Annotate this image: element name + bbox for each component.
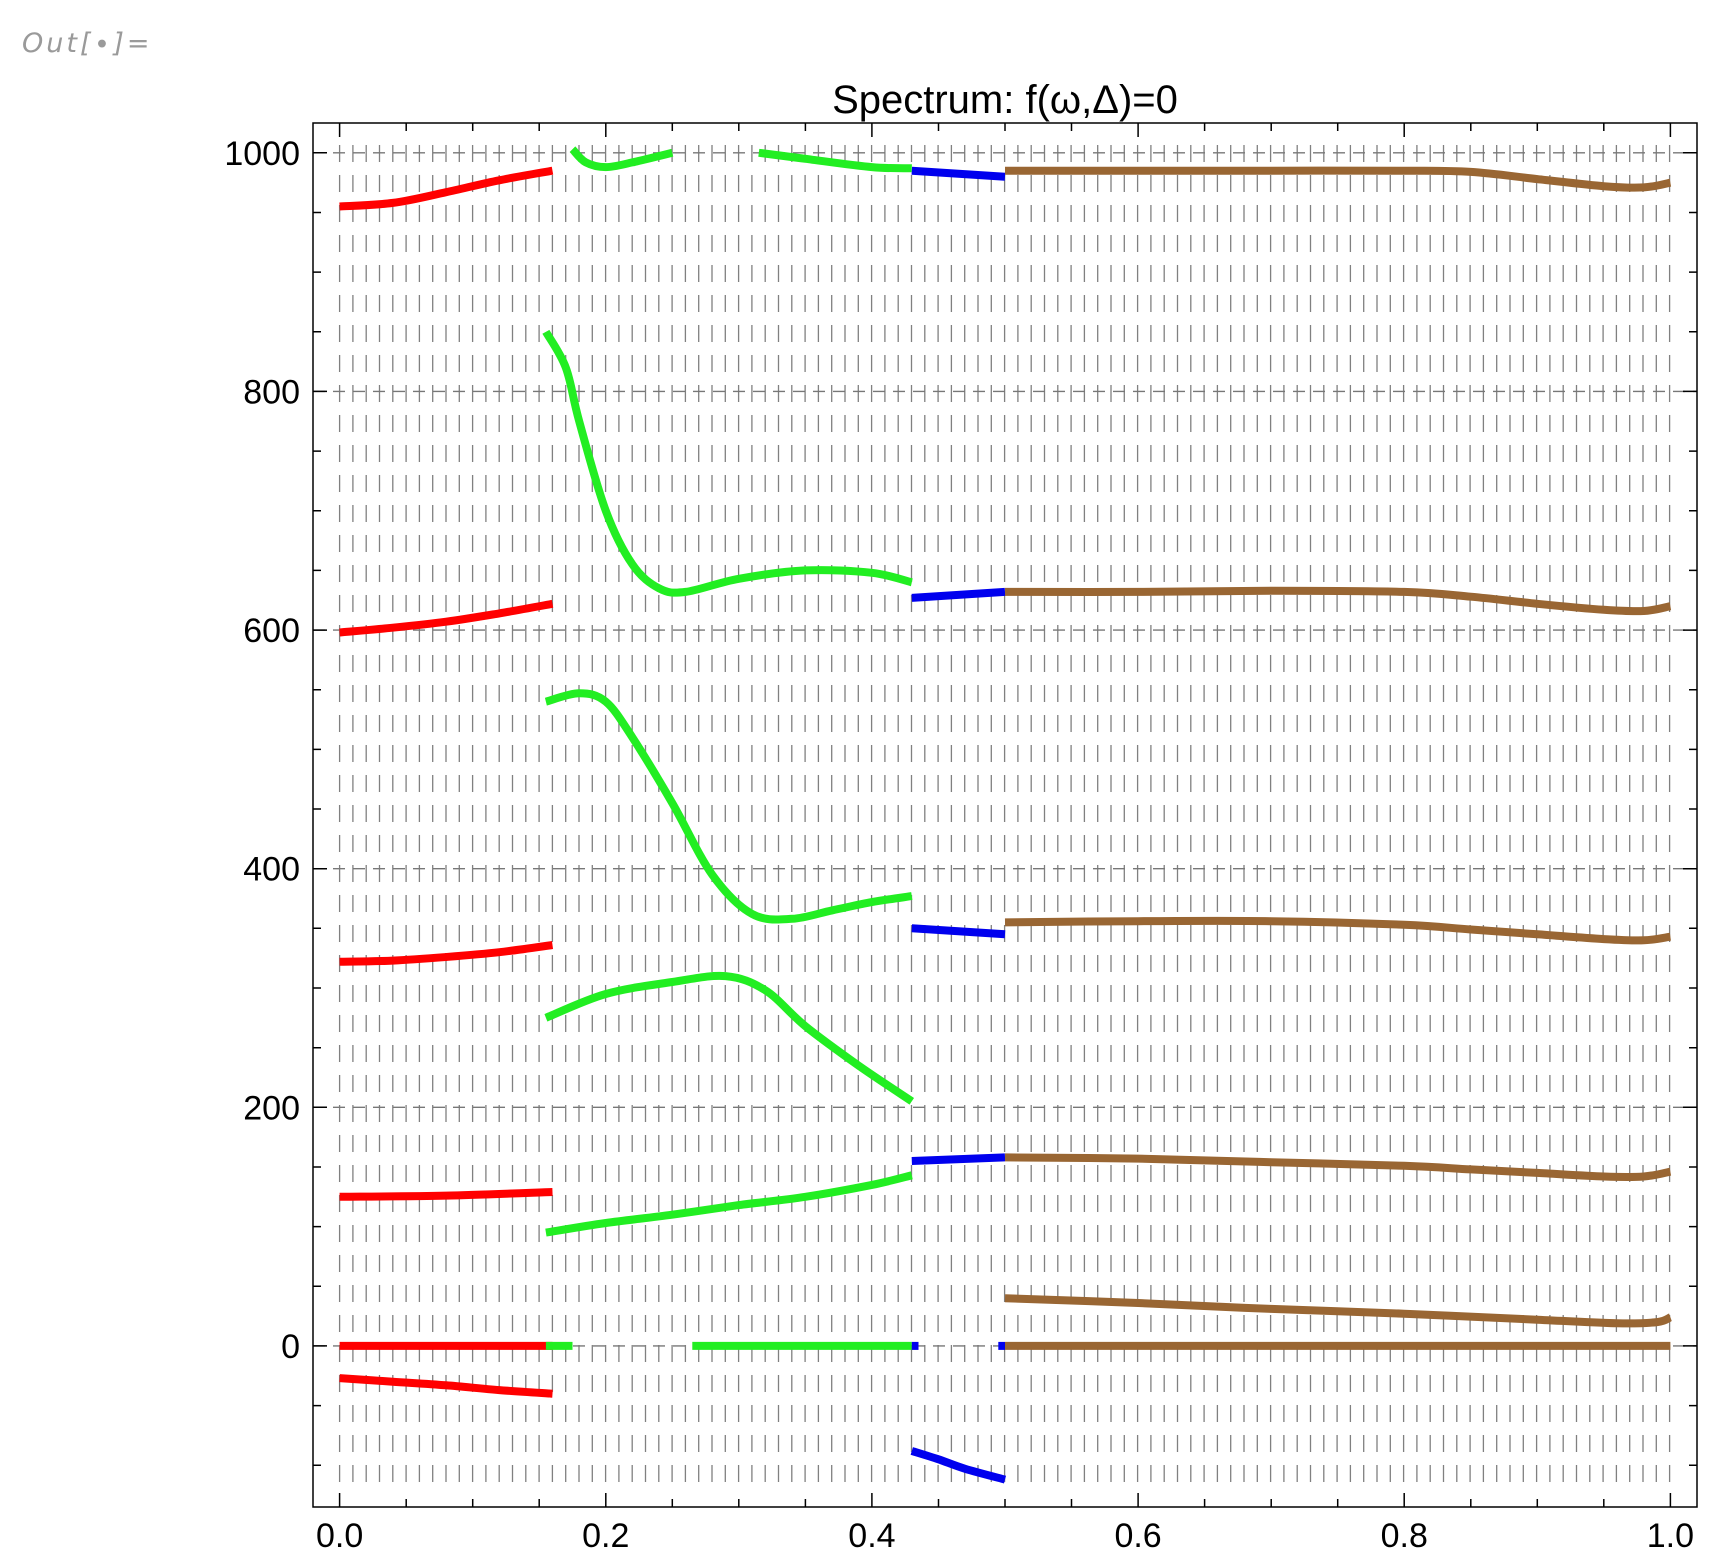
series-line-green [544,971,915,1105]
y-tick-label: 800 [243,373,300,411]
series-line-green [542,329,913,597]
series-line-blue [911,587,1006,602]
series-line-brown [1004,586,1672,616]
x-tick-label: 0.8 [1381,1517,1428,1555]
series-line-red [339,1374,553,1398]
series-line-brown [1004,1294,1673,1328]
output-cell-label: Out[∙]= [22,28,153,59]
series-line-green [544,689,913,924]
x-tick-label: 0.0 [316,1517,363,1555]
chart-title: Spectrum: f(ω,Δ)=0 [832,78,1178,122]
series-line-blue [911,924,1006,939]
series-line-blue [911,166,1006,181]
x-tick-label: 0.6 [1114,1517,1161,1555]
series-line-brown [1005,166,1672,192]
series-line-red [339,941,554,966]
y-tick-label: 200 [243,1089,300,1127]
series-line-green [569,146,674,172]
series-line-red [339,1188,553,1201]
y-tick-label: 600 [243,612,300,650]
axis-ticks [313,123,1697,1507]
x-tick-label: 1.0 [1647,1517,1694,1555]
tick-marks [313,123,1697,1507]
y-tick-label: 1000 [224,135,300,173]
grid-dashes [338,145,1671,1482]
series-line-blue [911,1153,1006,1165]
series-line-red [339,599,554,637]
series-line-blue [910,1447,1007,1484]
x-axis-tick-labels: 0.0 0.2 0.4 0.6 0.8 1.0 [316,1517,1694,1555]
x-tick-label: 0.2 [582,1517,629,1555]
y-axis-tick-labels: 0 200 400 600 800 1000 [224,135,300,1366]
series-line-green [545,1171,913,1237]
y-tick-label: 0 [281,1328,300,1366]
series-line-brown [1004,916,1672,945]
series-line-brown [1004,1153,1672,1182]
series-line-green [758,148,912,173]
x-tick-label: 0.4 [848,1517,895,1555]
series-line-red [339,166,554,211]
y-tick-label: 400 [243,851,300,889]
series-layer [339,146,1673,1484]
vertical-dash-grid [338,145,1671,1482]
